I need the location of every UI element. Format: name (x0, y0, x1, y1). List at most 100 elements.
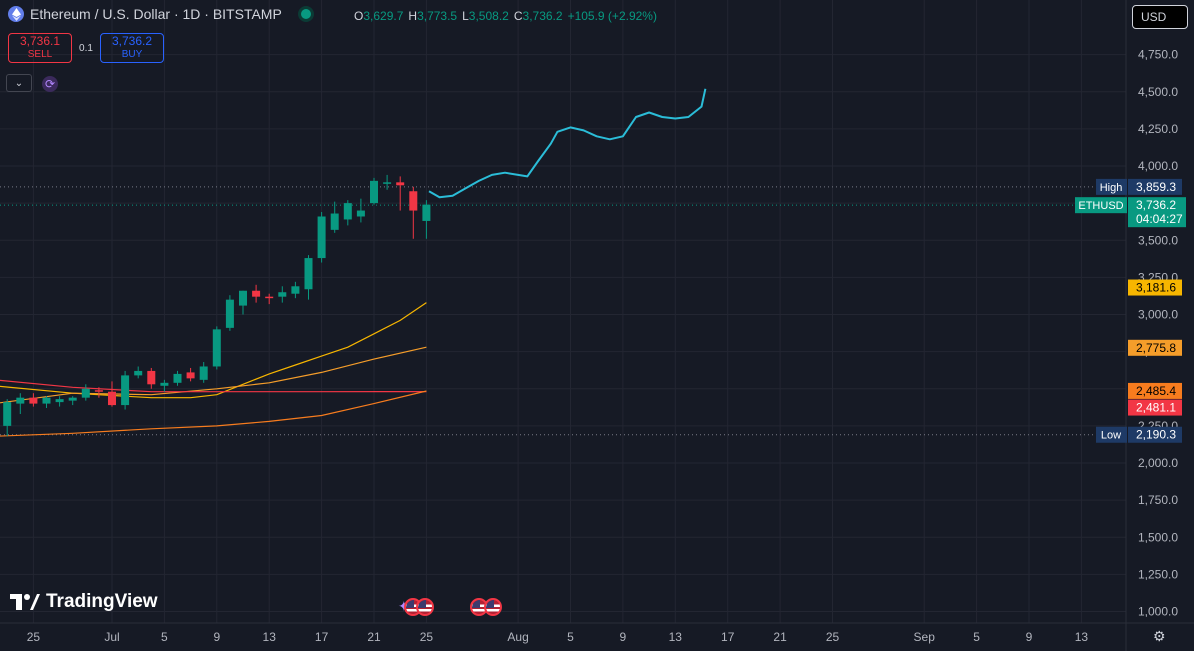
candle-body (42, 397, 51, 404)
candle-body (3, 402, 12, 426)
ma-price-tag (1128, 279, 1182, 296)
candle-body (370, 180, 378, 204)
countdown-timer: 04:04:27 (1136, 212, 1183, 226)
candle-body (409, 191, 418, 211)
candle-body (396, 182, 405, 186)
high-caption: High (1100, 182, 1123, 194)
time-tick-label: 5 (161, 630, 168, 644)
low-price-tag (1128, 426, 1182, 443)
ma-price-value: 2,481.1 (1136, 401, 1176, 415)
sell-label: SELL (27, 49, 53, 60)
time-tick-label: Aug (507, 630, 528, 644)
ohlc-close: 3,736.2 (522, 9, 563, 23)
price-tick-label: 4,250.0 (1138, 122, 1178, 136)
price-tick-label: 1,250.0 (1138, 567, 1178, 581)
replay-icon[interactable]: ⟳ (42, 76, 58, 92)
candle-body (343, 203, 352, 220)
time-tick-label: 13 (669, 630, 683, 644)
candle-body (383, 182, 392, 184)
tradingview-logo-icon (10, 594, 40, 610)
us-flag-icon[interactable] (415, 598, 434, 616)
time-tick-label: 9 (213, 630, 220, 644)
collapse-legend-button[interactable]: ⌄ (6, 74, 32, 92)
candle-body (68, 397, 77, 401)
price-tick-label: 3,500.0 (1138, 233, 1178, 247)
symbol-tag-label: ETHUSD (1078, 200, 1123, 212)
current-price-value: 3,736.2 (1136, 198, 1176, 212)
ma-price-tag (1128, 382, 1182, 399)
candle-body (121, 375, 130, 406)
forecast-line (428, 88, 707, 199)
chart-header: Ethereum / U.S. Dollar · 1D · BITSTAMP (8, 6, 314, 22)
time-tick-label: 5 (973, 630, 980, 644)
candle-body (16, 397, 25, 404)
economic-events-group[interactable]: ✦ (398, 598, 434, 618)
high-price-value: 3,859.3 (1136, 180, 1176, 194)
symbol-title[interactable]: Ethereum / U.S. Dollar · 1D · BITSTAMP (30, 6, 282, 22)
price-tick-label: 1,750.0 (1138, 493, 1178, 507)
ohlc-high: 3,773.5 (417, 9, 458, 23)
time-tick-label: 17 (721, 630, 735, 644)
sell-button[interactable]: 3,736.1 SELL (8, 33, 72, 63)
time-tick-label: Sep (914, 630, 936, 644)
candle-body (29, 397, 38, 404)
ohlc-low-key: L (462, 9, 469, 23)
price-tick-label: 1,000.0 (1138, 605, 1178, 619)
time-tick-label: 9 (1026, 630, 1033, 644)
candle-body (147, 370, 156, 385)
chevron-down-icon: ⌄ (14, 77, 24, 89)
trade-panel: 3,736.1 SELL 0.1 3,736.2 BUY (8, 33, 164, 63)
economic-events-group[interactable] (470, 598, 502, 618)
ma-price-tag (1128, 399, 1182, 416)
candle-body (212, 329, 221, 367)
market-open-icon (297, 6, 314, 22)
high-caption-tag (1096, 178, 1127, 195)
candle-body (239, 290, 247, 306)
ohlc-change: +105.9 (+2.92%) (567, 9, 657, 23)
price-tick-label: 4,000.0 (1138, 159, 1178, 173)
candle-body (225, 299, 234, 328)
ethereum-icon (8, 6, 24, 22)
ohlc-high-key: H (408, 9, 418, 23)
symbol-tag (1075, 197, 1127, 214)
ma-price-value: 2,775.8 (1136, 341, 1176, 355)
low-price-value: 2,190.3 (1136, 428, 1176, 442)
currency-select[interactable]: USD (1132, 5, 1188, 29)
buy-button[interactable]: 3,736.2 BUY (100, 33, 164, 63)
price-tick-label: 4,750.0 (1138, 48, 1178, 62)
candle-body (278, 292, 287, 297)
spread-value: 0.1 (79, 42, 93, 54)
time-tick-label: 21 (773, 630, 787, 644)
sell-price: 3,736.1 (19, 34, 61, 48)
price-tick-label: 1,500.0 (1138, 530, 1178, 544)
candle-body (160, 382, 169, 386)
candle-body (94, 390, 103, 392)
price-tick-label: 2,000.0 (1138, 456, 1178, 470)
time-tick-label: 9 (620, 630, 627, 644)
time-tick-label: 17 (315, 630, 329, 644)
ma-price-value: 2,485.4 (1136, 384, 1176, 398)
candle-body (265, 296, 274, 299)
ohlc-close-key: C (513, 9, 523, 23)
time-tick-label: 25 (420, 630, 434, 644)
current-price-tag (1128, 197, 1186, 228)
time-tick-label: Jul (104, 630, 119, 644)
tradingview-logo[interactable]: TradingView (10, 591, 158, 613)
candle-body (252, 290, 261, 297)
ohlc-low: 3,508.2 (468, 9, 509, 23)
candle-body (199, 366, 208, 380)
candle-body (134, 370, 143, 376)
ma-price-value: 3,181.6 (1136, 281, 1176, 295)
candle-body (291, 286, 300, 294)
low-caption: Low (1101, 430, 1121, 442)
time-tick-label: 25 (27, 630, 41, 644)
candle-body (186, 372, 195, 379)
settings-gear-icon[interactable]: ⚙ (1153, 628, 1166, 644)
us-flag-icon[interactable] (484, 598, 502, 616)
ohlc-open: 3,629.7 (363, 9, 404, 23)
buy-price: 3,736.2 (111, 34, 153, 48)
time-tick-label: 25 (826, 630, 840, 644)
candle-body (81, 388, 90, 398)
candle-body (317, 216, 326, 259)
